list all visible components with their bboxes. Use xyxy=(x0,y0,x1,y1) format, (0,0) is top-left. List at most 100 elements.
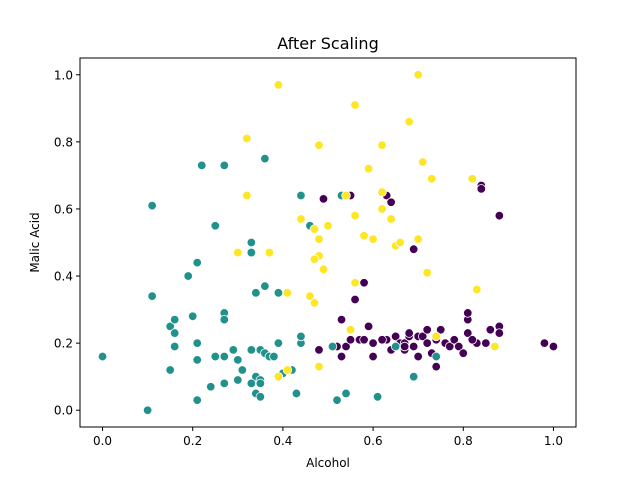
data-point xyxy=(417,331,428,342)
points-layer xyxy=(97,70,559,415)
data-point xyxy=(188,311,198,322)
data-point xyxy=(210,221,220,231)
x-tick-label: 0.2 xyxy=(183,434,202,448)
x-tick-label: 0.0 xyxy=(93,434,112,448)
data-point xyxy=(314,361,324,372)
data-point xyxy=(273,288,284,298)
data-point xyxy=(372,392,383,402)
data-point xyxy=(314,345,324,355)
data-point xyxy=(368,338,378,348)
x-axis-label: Alcohol xyxy=(306,456,350,470)
data-point xyxy=(494,328,505,338)
x-tick-label: 0.4 xyxy=(273,434,292,448)
data-point xyxy=(390,331,401,342)
data-point xyxy=(233,247,243,258)
data-point xyxy=(237,365,248,375)
data-point xyxy=(336,314,347,325)
data-point xyxy=(341,341,351,352)
data-point xyxy=(314,234,324,244)
data-point xyxy=(142,405,153,415)
data-point xyxy=(206,382,216,392)
data-point xyxy=(463,308,473,318)
data-point xyxy=(318,264,329,275)
data-point xyxy=(408,371,419,382)
data-point xyxy=(467,174,477,184)
data-point xyxy=(147,291,157,301)
data-point xyxy=(413,70,423,80)
data-point xyxy=(246,237,257,248)
data-point xyxy=(377,335,387,345)
data-point xyxy=(377,204,387,214)
data-point xyxy=(228,345,239,355)
data-point xyxy=(417,157,428,167)
data-point xyxy=(147,200,157,211)
y-axis-label: Malic Acid xyxy=(28,212,42,272)
data-point xyxy=(332,395,342,405)
data-point xyxy=(314,140,324,150)
data-point xyxy=(309,224,320,234)
data-point xyxy=(309,254,320,264)
data-point xyxy=(345,325,356,335)
data-point xyxy=(431,351,441,362)
y-axis: 0.0 0.2 0.4 0.6 0.8 1.0 xyxy=(54,68,80,418)
x-tick-label: 1.0 xyxy=(544,434,563,448)
data-point xyxy=(183,271,193,281)
data-point xyxy=(368,351,378,362)
data-point xyxy=(368,234,378,244)
data-point xyxy=(395,237,405,248)
data-point xyxy=(282,365,293,375)
data-point xyxy=(192,257,202,268)
data-point xyxy=(197,160,207,171)
data-point xyxy=(169,314,180,325)
x-tick-label: 0.8 xyxy=(454,434,473,448)
data-point xyxy=(318,194,329,204)
data-point xyxy=(264,247,275,258)
y-tick-label: 0.6 xyxy=(54,202,73,216)
data-point xyxy=(233,355,243,365)
data-point xyxy=(490,341,500,352)
data-point xyxy=(494,210,505,221)
data-point xyxy=(359,335,369,345)
data-point xyxy=(165,365,175,375)
data-point xyxy=(296,331,306,342)
data-point xyxy=(386,214,396,224)
data-point xyxy=(399,341,410,352)
data-point xyxy=(309,298,320,308)
data-point xyxy=(390,341,401,352)
data-point xyxy=(422,338,432,348)
data-point xyxy=(445,341,455,352)
data-point xyxy=(363,163,374,174)
data-point xyxy=(273,338,284,348)
data-point xyxy=(359,278,369,288)
data-point xyxy=(327,341,338,352)
data-point xyxy=(463,328,473,338)
y-tick-label: 0.8 xyxy=(54,135,73,149)
data-point xyxy=(422,267,432,278)
data-point xyxy=(408,341,419,352)
x-axis: 0.0 0.2 0.4 0.6 0.8 1.0 xyxy=(93,427,563,448)
data-point xyxy=(246,345,257,355)
data-point xyxy=(341,190,351,201)
data-point xyxy=(260,281,270,291)
data-point xyxy=(296,190,306,201)
data-point xyxy=(233,375,243,385)
data-point xyxy=(165,321,175,332)
data-point xyxy=(363,321,374,332)
data-point xyxy=(192,395,202,405)
data-point xyxy=(350,210,360,221)
data-point xyxy=(291,388,302,399)
y-tick-label: 0.4 xyxy=(54,270,73,284)
data-point xyxy=(404,117,414,127)
data-point xyxy=(255,378,266,389)
data-point xyxy=(413,351,423,362)
data-point xyxy=(481,338,491,348)
data-point xyxy=(548,341,559,352)
y-tick-label: 1.0 xyxy=(54,68,73,82)
data-point xyxy=(323,221,333,231)
data-point xyxy=(246,378,257,389)
data-point xyxy=(192,338,202,348)
data-point xyxy=(282,288,293,298)
data-point xyxy=(467,335,477,345)
data-point xyxy=(458,348,468,358)
